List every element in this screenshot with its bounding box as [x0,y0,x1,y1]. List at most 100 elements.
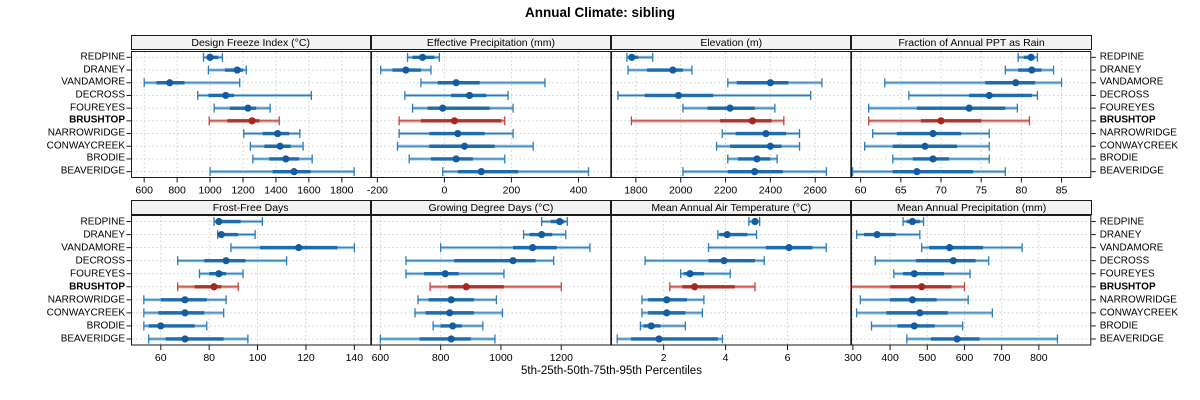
median-dot [723,230,731,239]
strip-mean-annual-air-temperature: Mean Annual Air Temperature (°C) [611,199,852,215]
median-dot [294,244,302,252]
median-dot [217,230,225,239]
percentile-glyph-beaveridge [441,166,589,176]
x-tick-label: 1200 [231,184,255,196]
percentile-glyph-redpine [748,217,761,227]
x-tick-label: 500 [919,352,937,364]
percentile-glyph-conwaycreek [414,308,503,318]
percentile-glyph-brushtop [850,282,966,292]
x-tick-label: 2 [661,352,667,364]
median-dot [465,91,473,99]
median-dot [537,230,546,239]
x-tick-label: 600 [371,352,389,364]
percentile-glyph-decross [644,256,766,266]
panel-border [370,50,612,178]
percentile-glyph-decross [617,90,812,100]
percentile-glyph-narrowridge [142,295,227,305]
median-dot [447,296,455,304]
x-tick-label: 80 [203,352,215,364]
percentile-glyph-conwaycreek [641,308,704,318]
median-dot [528,244,537,252]
percentile-glyph-brushtop [868,115,1031,125]
percentile-glyph-redpine [540,217,568,227]
percentile-glyph-decross [196,90,312,100]
x-tick-label: 65 [895,184,907,196]
percentile-glyph-narrowridge [398,128,514,138]
site-label-vandamore: VANDAMORE [1099,76,1164,88]
percentile-glyph-conwaycreek [716,141,801,151]
median-dot [986,91,994,99]
median-dot [911,322,919,330]
panel-border [370,215,612,346]
median-dot [913,167,921,175]
panel-border [611,50,852,178]
x-tick-label: 1600 [297,184,321,196]
x-tick-label: 800 [1030,352,1048,364]
site-label-foureyes: FOUREYES [69,268,125,280]
median-dot [165,78,173,86]
percentile-glyph-brushtop [208,115,280,125]
median-dot [929,154,937,163]
site-label-foureyes: FOUREYES [1099,102,1155,114]
panel-border [611,215,852,346]
percentile-glyph-vandamore [229,243,355,253]
percentile-glyph-conwaycreek [142,308,224,318]
site-label-brushtop: BRUSHTOP [69,281,125,293]
median-dot [453,129,462,137]
x-tick-label: 4 [723,352,729,364]
percentile-glyph-vandamore [143,77,240,87]
median-dot [509,257,517,265]
panel-mean-annual-precipitation-mm: 300 400 500 600 700 800 [845,215,1097,364]
percentile-glyph-brodie [871,321,964,331]
site-label-draney: DRANEY [83,229,125,241]
percentile-glyph-redpine [202,52,223,62]
median-dot [275,142,284,150]
median-dot [751,167,759,175]
figure-caption: 5th-25th-50th-75th-95th Percentiles [521,365,702,377]
percentile-glyph-foureyes [213,103,271,113]
panel-border [130,215,371,346]
x-tick-label: 1200 [549,352,573,364]
percentile-glyph-narrowridge [860,295,970,305]
median-dot [209,283,218,291]
median-dot [156,322,164,330]
panel-frost-free-days: 60 80 100 120 140 [126,215,371,364]
x-tick-label: 1800 [330,184,354,196]
percentile-glyph-draney [856,230,921,240]
percentile-glyph-brodie [892,153,991,163]
percentile-glyph-brushtop [429,282,562,292]
percentile-glyph-brodie [408,153,506,163]
panel-fraction-of-annual-ppt-as-rain: 60 65 70 75 80 85 [851,50,1097,196]
percentile-glyph-redpine [406,52,440,62]
x-tick-label: 75 [976,184,988,196]
median-dot [748,116,757,124]
strip-design-freeze-index: Design Freeze Index (°C) [130,35,371,50]
site-label-redpine: REDPINE [80,51,125,63]
site-label-decross: DECROSS [75,255,125,267]
site-label-vandamore: VANDAMORE [61,76,125,88]
percentile-glyph-conwaycreek [249,141,304,151]
x-tick-label: 800 [432,352,450,364]
median-dot [720,257,728,265]
percentile-glyph-foureyes [680,269,731,279]
percentile-glyph-draney [717,230,758,240]
percentile-glyph-beaveridge [147,334,249,344]
median-dot [243,104,252,112]
percentile-glyph-beaveridge [208,166,355,176]
x-tick-label: 1000 [489,352,513,364]
median-dot [726,104,734,112]
median-dot [221,91,229,99]
site-label-brodie: BRODIE [86,152,125,164]
median-dot [647,322,655,330]
site-label-brushtop: BRUSHTOP [1099,281,1156,293]
median-dot [751,217,759,226]
x-tick-label: 1000 [198,184,222,196]
median-dot [686,270,694,278]
median-dot [233,65,241,74]
percentile-glyph-brodie [142,321,207,331]
site-label-decross: DECROSS [75,89,125,101]
x-tick-label: -200 [367,184,388,196]
x-tick-label: 6 [785,352,791,364]
median-dot [452,78,460,86]
x-tick-label: 120 [297,352,315,364]
